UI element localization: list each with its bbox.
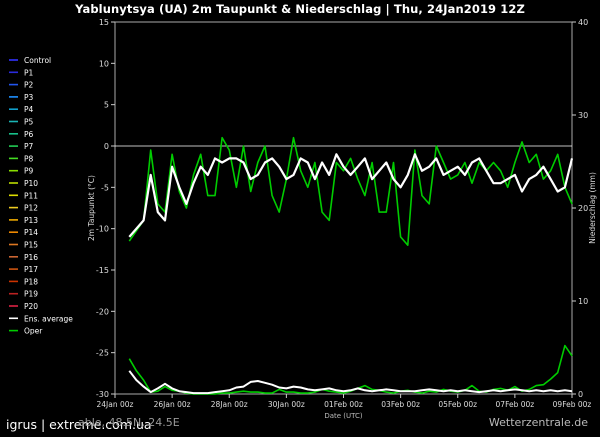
plot-frame — [114, 21, 573, 395]
legend-label: P19 — [24, 290, 38, 299]
legend-label: P1 — [24, 68, 34, 77]
legend-label: Control — [24, 56, 51, 65]
legend-label: P9 — [24, 167, 34, 176]
y-tick-label-right: 10 — [578, 297, 588, 306]
legend-label: P11 — [24, 191, 38, 200]
legend-label: P20 — [24, 302, 38, 311]
x-tick-label: 28Jan 00z — [211, 400, 248, 409]
y-tick-label-left: -20 — [96, 307, 109, 316]
x-tick-label: 01Feb 00z — [324, 400, 363, 409]
oper-dewpoint-line — [128, 136, 573, 246]
y-tick-label-left: 0 — [104, 142, 109, 151]
y-tick-label-left: 10 — [99, 59, 109, 68]
page-title: Yablunytsya (UA) 2m Taupunkt & Niedersch… — [75, 2, 525, 16]
ens-average-precip-line — [128, 370, 573, 395]
legend-label: P12 — [24, 204, 38, 213]
x-tick-label: 26Jan 00z — [154, 400, 191, 409]
legend-label: P17 — [24, 265, 38, 274]
y-tick-label-left: -5 — [101, 183, 109, 192]
y-tick-label-right: 40 — [578, 18, 588, 27]
legend-label: P7 — [24, 142, 34, 151]
legend-label: P10 — [24, 179, 38, 188]
ens-average-dewpoint-line — [128, 153, 574, 238]
y-axis-label-right: Niederschlag (mm) — [588, 172, 597, 244]
legend-label: P13 — [24, 216, 38, 225]
x-tick-label: 30Jan 00z — [268, 400, 305, 409]
legend-label: P4 — [24, 105, 34, 114]
y-tick-label-right: 30 — [578, 111, 588, 120]
x-tick-label: 09Feb 00z — [553, 400, 592, 409]
y-tick-label-left: -10 — [96, 225, 109, 234]
footer-coords: able, 48.5N, 24.5E — [78, 416, 180, 429]
y-axis-label-left: 2m Taupunkt (°C) — [87, 175, 96, 241]
legend-label: P8 — [24, 154, 34, 163]
y-tick-label-left: -25 — [96, 349, 109, 358]
legend-label: P5 — [24, 118, 34, 127]
footer-site: Wetterzentrale.de — [488, 416, 588, 429]
legend-label: P3 — [24, 93, 34, 102]
legend-label: P6 — [24, 130, 34, 139]
legend-label: P14 — [24, 228, 38, 237]
y-tick-label-left: 5 — [104, 101, 109, 110]
oper-precip-line — [128, 344, 573, 395]
y-tick-label-right: 0 — [578, 390, 583, 399]
legend-label: Oper — [24, 327, 43, 336]
legend-label: P16 — [24, 253, 38, 262]
legend-label: P15 — [24, 241, 38, 250]
y-tick-label-left: -15 — [96, 266, 109, 275]
x-tick-label: 03Feb 00z — [381, 400, 420, 409]
y-tick-label-right: 20 — [578, 204, 588, 213]
x-axis-label: Date (UTC) — [324, 412, 363, 420]
y-tick-label-left: -30 — [96, 390, 109, 399]
x-tick-label: 07Feb 00z — [496, 400, 535, 409]
legend-label: P18 — [24, 277, 38, 286]
legend-label: Ens. average — [24, 314, 73, 323]
footer-brand: igrus | extreme.com.ua — [6, 417, 152, 432]
legend-label: P2 — [24, 81, 34, 90]
x-tick-label: 05Feb 00z — [438, 400, 477, 409]
y-tick-label-left: 15 — [99, 18, 109, 27]
x-tick-label: 24Jan 00z — [97, 400, 134, 409]
